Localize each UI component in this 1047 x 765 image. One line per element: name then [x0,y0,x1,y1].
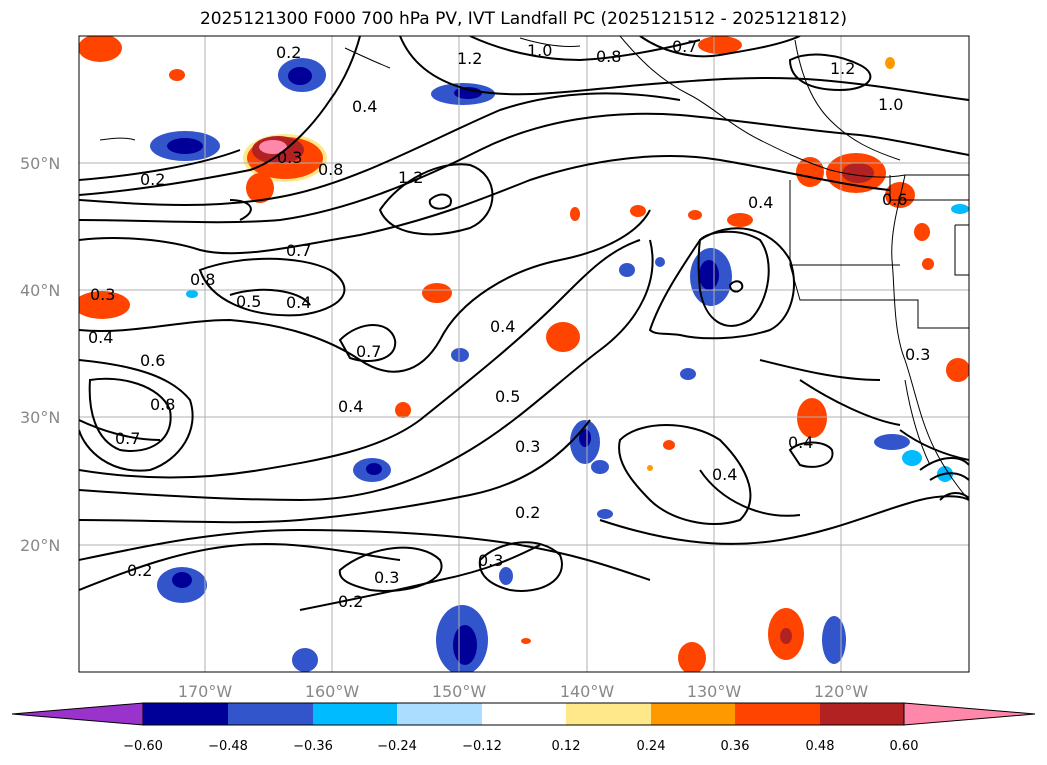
contour-label: 0.8 [190,270,215,289]
colorbar-tick: −0.48 [208,739,248,754]
contour-label: 0.4 [788,433,813,452]
contour-label: 0.5 [236,292,261,311]
contour-label: 0.4 [490,317,515,336]
coastlines [99,36,969,501]
contour-label: 0.3 [478,551,503,570]
map-title: 2025121300 F000 700 hPa PV, IVT Landfall… [199,9,847,29]
colorbar-bin [397,703,482,725]
colorbar-bin [228,703,313,725]
lon-label-120w: 120°W [814,682,869,701]
contour-label: 0.7 [115,429,140,448]
colorbar-tick: 0.48 [806,739,835,754]
contour-label: 1.0 [527,41,552,60]
lon-label-140w: 140°W [560,682,615,701]
colorbar-bin [566,703,651,725]
colorbar-tick: −0.36 [293,739,333,754]
colorbar-extend-low [11,702,144,726]
contour-label: 0.8 [596,47,621,66]
contour-label: 1.0 [878,95,903,114]
contour-label: 0.8 [150,395,175,414]
contour-label: 0.4 [712,465,737,484]
longitude-labels: 170°W 160°W 150°W 140°W 130°W 120°W [178,682,869,701]
contour-label: 0.6 [140,351,165,370]
contour-label: 0.7 [672,37,697,56]
contour-label: 0.8 [318,160,343,179]
contour-label: 0.4 [748,193,773,212]
lon-label-150w: 150°W [432,682,487,701]
colorbar-bin [820,703,904,725]
contour-label: 1.2 [457,49,482,68]
contour-label: 0.4 [338,397,363,416]
lon-label-170w: 170°W [178,682,233,701]
lon-label-160w: 160°W [305,682,360,701]
colorbar-bin [143,703,228,725]
map-panel [79,36,969,672]
contour-label: 0.3 [515,437,540,456]
map-frame [78,35,970,673]
colorbar-tick: 0.36 [721,739,750,754]
colorbar-extend-high [903,702,1036,726]
lat-label-40n: 40°N [20,281,60,300]
colorbar-tick: −0.12 [462,739,502,754]
contour-label: 0.4 [286,293,311,312]
contour-label: 1.2 [830,59,855,78]
contour-label: 0.2 [276,43,301,62]
contour-label: 0.5 [495,387,520,406]
colorbar-bin [313,703,397,725]
contour-label: 0.3 [90,285,115,304]
colorbar-bin [482,703,566,725]
colorbar-tick: −0.24 [377,739,417,754]
contour-label: 0.7 [286,241,311,260]
contour-label: 0.2 [515,503,540,522]
contour-label: 0.3 [374,568,399,587]
colorbar-bin [651,703,735,725]
colorbar: −0.60 −0.48 −0.36 −0.24 −0.12 0.12 0.24 … [11,702,1036,754]
contour-label: 0.7 [356,342,381,361]
contour-label: 1.2 [398,168,423,187]
contour-label: 0.2 [140,170,165,189]
colorbar-tick: −0.60 [123,739,163,754]
contour-label: 0.2 [127,561,152,580]
latitude-labels: 50°N 40°N 30°N 20°N [20,154,60,555]
pv-contours [79,36,969,611]
contour-label: 0.4 [88,328,113,347]
lat-label-50n: 50°N [20,154,60,173]
colorbar-frame [142,702,905,726]
contour-label: 0.2 [338,592,363,611]
colorbar-tick: 0.60 [890,739,919,754]
colorbar-tick: 0.12 [552,739,581,754]
gridlines [79,36,969,672]
contour-label: 0.4 [352,97,377,116]
colorbar-tick: 0.24 [637,739,666,754]
contour-label: 0.6 [882,190,907,209]
lat-label-20n: 20°N [20,536,60,555]
colorbar-bin [735,703,820,725]
contour-label: 0.3 [277,148,302,167]
lon-label-130w: 130°W [687,682,742,701]
contour-labels: 0.2 1.2 1.0 0.8 0.7 0.4 1.2 1.0 0.3 0.8 … [88,37,930,611]
lat-label-30n: 30°N [20,408,60,427]
contour-label: 0.3 [905,345,930,364]
